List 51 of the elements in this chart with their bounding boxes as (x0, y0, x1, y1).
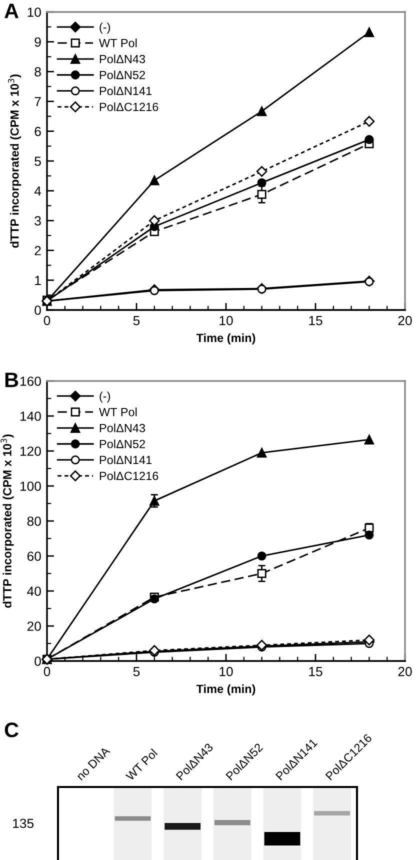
x-tick-label: 5 (133, 316, 140, 326)
y-tick-label: 140 (20, 412, 41, 421)
y-tick-label: 0 (34, 656, 41, 666)
legend-label: PolΔN43 (100, 54, 146, 64)
y-tick-label: 8 (34, 67, 41, 77)
legend-label: WT Pol (98, 408, 137, 416)
x-axis-title: Time (min) (196, 333, 256, 344)
text: 135 (13, 818, 34, 828)
legend-label: PolΔN43 (100, 424, 146, 432)
legend-label: WT Pol (98, 38, 137, 48)
legend-label: PolΔN52 (100, 70, 145, 80)
category-label: WT Pol (125, 748, 158, 782)
y-tick-label: 10 (28, 8, 41, 17)
y-axis-title: dTTP incorporated (CPM x 10$^{3}$) (8, 74, 22, 248)
y-tick-label: 3 (34, 216, 41, 226)
x-tick-label: 10 (220, 666, 233, 676)
chart-title: B (5, 372, 18, 388)
y-tick-label: 9 (34, 37, 41, 47)
x-tick-label: 0 (44, 666, 50, 676)
legend-label: PolΔC1216 (100, 471, 158, 480)
y-tick-label: 80 (27, 516, 41, 526)
y-tick-label: 60 (27, 552, 41, 561)
x-tick-label: 0 (44, 316, 50, 326)
legend-label: PolΔC1216 (100, 102, 158, 112)
y-tick-label: 5 (34, 156, 41, 166)
legend-label: (-) (100, 392, 110, 403)
y-axis-title: dTTP incorporated (CPM x 10$^{3}$) (0, 434, 14, 608)
text: C (4, 722, 18, 738)
y-tick-label: 4 (34, 186, 42, 196)
y-tick-label: 2 (34, 246, 41, 256)
x-axis-title: Time (min) (196, 684, 256, 696)
y-tick-label: 1 (35, 276, 41, 285)
legend-label: PolΔN141 (100, 455, 152, 464)
legend-label: PolΔN141 (100, 86, 152, 96)
y-tick-label: 120 (20, 446, 41, 456)
legend-label: (-) (100, 22, 110, 34)
y-tick-label: 100 (20, 482, 41, 491)
x-tick-label: 15 (309, 316, 322, 326)
y-tick-label: 20 (27, 622, 41, 631)
x-tick-label: 20 (398, 316, 412, 326)
x-tick-label: 5 (133, 667, 140, 676)
y-tick-label: 0 (34, 306, 41, 315)
x-tick-label: 10 (220, 316, 233, 326)
chart-title: A (4, 4, 18, 18)
y-tick-label: 6 (34, 126, 41, 136)
legend-label: PolΔN52 (100, 440, 145, 448)
y-tick-label: 160 (20, 376, 41, 386)
x-tick-label: 15 (309, 667, 322, 676)
y-tick-label: 7 (34, 97, 41, 106)
y-tick-label: 40 (27, 586, 41, 596)
x-tick-label: 20 (398, 666, 412, 676)
